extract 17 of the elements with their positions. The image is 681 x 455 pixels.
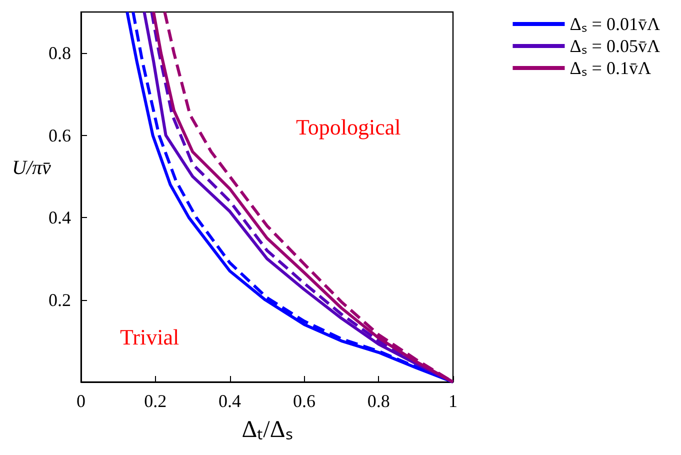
x-axis-title: Δₜ/Δₛ [242,417,292,443]
y-axis-title: U/πv̄ [12,157,52,179]
y-tick-label: 0.8 [48,43,71,64]
y-tick-label: 0.4 [48,208,71,228]
y-tick-label: 0.6 [48,125,71,146]
x-tick-label: 0 [76,391,86,411]
annotation: Topological [296,114,401,140]
annotation: Trivial [120,324,180,350]
legend-label: Δₛ = 0.05v̄Λ [570,36,660,56]
x-tick-label: 1 [448,391,458,411]
legend-label: Δₛ = 0.01v̄Λ [570,14,660,34]
x-tick-label: 0.4 [218,391,242,411]
x-tick-label: 0.2 [144,391,167,411]
x-tick-label: 0.8 [367,391,390,411]
y-tick-label: 0.2 [48,290,71,310]
legend-label: Δₛ = 0.1v̄Λ [570,58,652,78]
x-tick-label: 0.6 [292,391,316,411]
